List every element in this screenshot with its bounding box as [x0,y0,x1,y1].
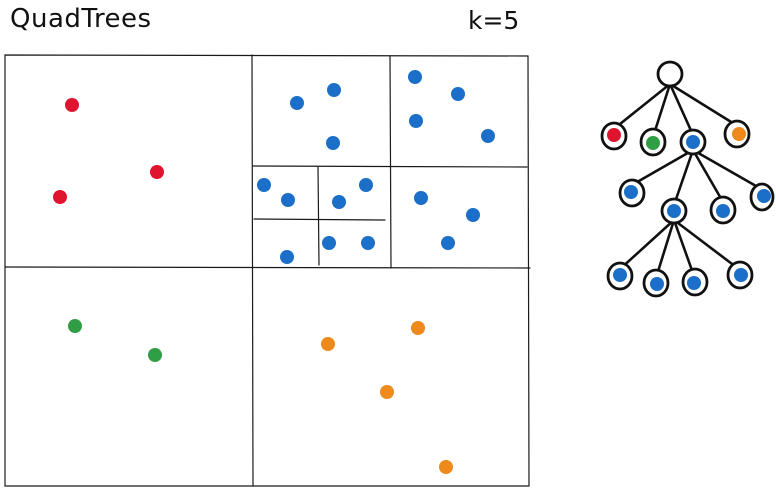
blue-point [359,178,373,192]
blue-point [409,114,423,128]
blue-point [451,87,465,101]
blue-point [257,178,271,192]
tree-node-blue [681,267,709,297]
blue-point [290,96,304,110]
tree-root-node [656,60,684,88]
tree-edge [654,218,676,280]
blue-point [322,236,336,250]
tree-node-blue [709,195,737,225]
quadtree-tree [600,60,775,298]
tree-edge [630,148,695,187]
k-parameter-label: k=5 [468,6,520,35]
blue-point [441,236,455,250]
blue-point [332,195,346,209]
tree-edge [691,148,765,192]
blue-point [466,208,480,222]
tree-node-red [600,121,628,151]
tree-node-blue [618,178,646,208]
level2-vertical-split [389,55,392,269]
outer-boundary [4,54,530,487]
blue-point [361,236,375,250]
green-points [68,319,162,362]
tree-node-blue [606,261,634,291]
tree-node-green [639,127,667,157]
tree-edge [672,218,696,278]
tree-edge [613,82,672,130]
tree-node-blue [642,268,670,298]
tree-edge [672,148,695,207]
blue-points [257,70,495,264]
tree-node-blue [749,182,775,212]
blue-point [327,83,341,97]
green-point [148,348,162,362]
tree-edge [672,218,742,272]
red-point [65,98,79,112]
orange-point [380,385,394,399]
tree-edge [668,82,738,127]
blue-point [408,70,422,84]
level2-horizontal-split [252,165,528,168]
red-point [53,190,67,204]
blue-point [280,250,294,264]
tree-node-blue [726,260,754,290]
tree-edge [668,82,695,137]
tree-edge [691,148,725,204]
diagram-title: QuadTrees [10,4,152,34]
tree-node-blue [679,128,707,156]
blue-point [326,136,340,150]
blue-point [281,193,295,207]
orange-point [411,321,425,335]
orange-point [321,337,335,351]
level3-horizontal-split [253,218,386,221]
level1-vertical-split [251,54,254,487]
quadtree-partition-lines [4,54,531,487]
orange-point [439,460,453,474]
red-point [150,165,164,179]
tree-node-blue [660,197,688,225]
blue-point [481,129,495,143]
level3-vertical-split [317,166,320,266]
tree-node-orange [723,119,751,149]
level1-horizontal-split [4,266,531,269]
green-point [68,319,82,333]
tree-edge [617,218,676,272]
orange-points [321,321,453,474]
blue-point [414,191,428,205]
red-points [53,98,164,204]
